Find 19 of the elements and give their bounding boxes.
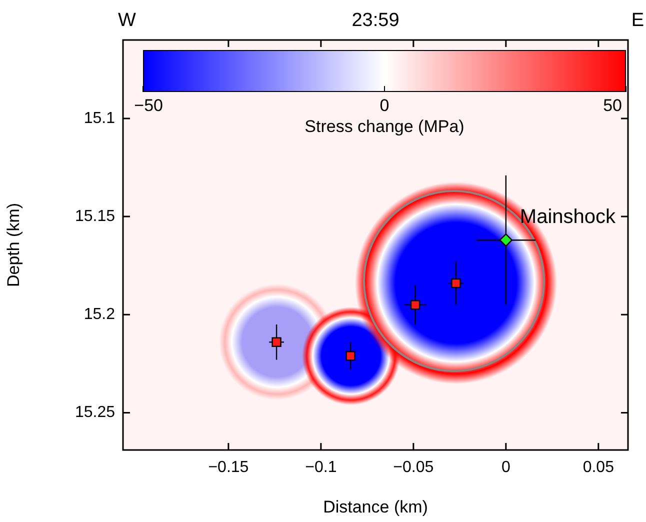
y-tick-label: 15.1 [84, 110, 116, 127]
x-tick-label: −0.05 [393, 459, 434, 476]
y-tick-label: 15.25 [74, 404, 116, 422]
y-tick-label: 15.15 [74, 208, 116, 225]
x-tick-label: −0.15 [208, 459, 249, 476]
x-tick-label: 0.05 [582, 459, 614, 476]
annotation: −50 [134, 96, 163, 116]
color-bar-title: Stress change (MPa) [304, 117, 464, 136]
annotation: 50 [603, 96, 622, 116]
y-axis-title: Depth (km) [4, 202, 23, 288]
x-axis-title: Distance (km) [323, 497, 428, 516]
annotation: 0 [380, 96, 390, 116]
y-tick-label: 15.2 [84, 306, 116, 324]
text: W [118, 10, 136, 31]
x-tick-label: −0.1 [305, 459, 337, 476]
text: E [631, 10, 644, 31]
annotation: Mainshock [520, 206, 617, 228]
chart-title: 23:59 [352, 10, 400, 31]
x-tick-label: 0 [501, 459, 510, 476]
